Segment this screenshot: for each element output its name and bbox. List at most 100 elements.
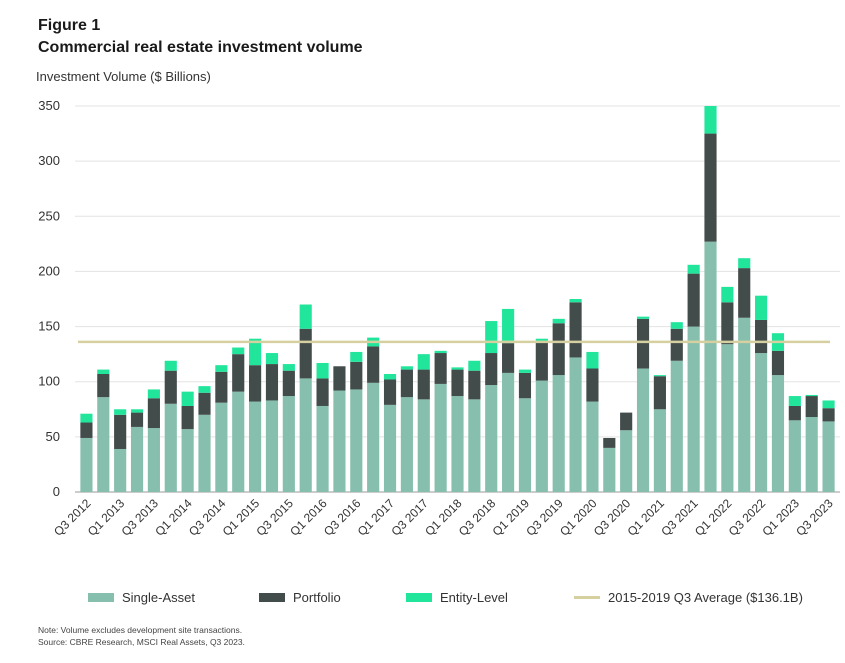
legend-item-entity-level: Entity-Level [406, 590, 508, 605]
bar-single-asset [822, 421, 835, 492]
bar-single-asset [265, 400, 279, 492]
bar-portfolio [333, 366, 346, 391]
bar-single-asset [249, 401, 262, 492]
bar-single-asset [367, 382, 380, 492]
bar-single-asset [215, 402, 228, 492]
y-tick-label: 50 [46, 429, 60, 444]
legend-label-portfolio: Portfolio [293, 590, 341, 605]
bar-portfolio [738, 268, 751, 318]
bar-single-asset [468, 399, 481, 492]
bar-single-asset [383, 404, 397, 492]
bar-entity-level [738, 258, 751, 269]
bar-single-asset [620, 430, 633, 492]
bar-portfolio [569, 302, 582, 358]
bar-portfolio [299, 328, 312, 379]
bar-entity-level [249, 338, 262, 366]
bar-entity-level [636, 316, 650, 319]
bar-entity-level [721, 286, 734, 303]
bar-stacks [80, 106, 835, 492]
legend-swatch-single-asset [88, 593, 114, 602]
bar-entity-level [755, 295, 768, 320]
bar-single-asset [434, 383, 447, 492]
bar-entity-level [383, 373, 397, 380]
source-note: Source: CBRE Research, MSCI Real Assets,… [38, 637, 245, 647]
bar-entity-level [535, 338, 548, 343]
bar-portfolio [80, 422, 93, 438]
bar-entity-level [822, 400, 835, 409]
bar-portfolio [417, 369, 430, 400]
bar-single-asset [299, 378, 312, 492]
bar-single-asset [232, 391, 245, 492]
bar-entity-level [316, 362, 329, 379]
bar-entity-level [586, 351, 599, 369]
bar-portfolio [451, 369, 464, 397]
bar-portfolio [603, 437, 616, 448]
bar-portfolio [721, 302, 734, 345]
bar-single-asset [485, 385, 498, 492]
bar-single-asset [164, 403, 177, 492]
bar-entity-level [282, 364, 295, 371]
bar-portfolio [687, 273, 700, 327]
bar-portfolio [350, 361, 363, 390]
legend-item-average: 2015-2019 Q3 Average ($136.1B) [574, 590, 803, 605]
bar-entity-level [670, 322, 683, 329]
legend-swatch-average [574, 596, 600, 599]
bar-portfolio [383, 379, 397, 405]
bar-single-asset [569, 357, 582, 492]
bar-portfolio [670, 328, 683, 361]
bar-single-asset [518, 398, 532, 492]
y-tick-label: 100 [38, 374, 60, 389]
bar-single-asset [771, 375, 785, 492]
legend-label-average: 2015-2019 Q3 Average ($136.1B) [608, 590, 803, 605]
bar-single-asset [316, 405, 329, 492]
bar-portfolio [704, 133, 717, 242]
bar-single-asset [687, 326, 700, 492]
bar-single-asset [653, 409, 666, 492]
bar-single-asset [805, 417, 818, 492]
y-tick-label: 250 [38, 208, 60, 223]
footnote: Note: Volume excludes development site t… [38, 625, 243, 635]
bar-single-asset [721, 344, 734, 492]
bar-portfolio [400, 369, 413, 398]
bar-entity-level [569, 299, 582, 303]
bar-portfolio [367, 346, 380, 383]
bar-portfolio [535, 342, 548, 381]
bar-portfolio [636, 318, 650, 369]
bar-portfolio [232, 354, 245, 392]
bar-single-asset [130, 426, 144, 492]
bar-single-asset [97, 397, 110, 492]
bar-single-asset [80, 437, 93, 492]
bar-single-asset [755, 353, 768, 492]
bar-portfolio [249, 365, 262, 402]
bar-portfolio [552, 323, 565, 376]
bar-entity-level [502, 308, 515, 344]
bar-single-asset [451, 396, 464, 492]
bar-single-asset [400, 397, 413, 492]
bar-portfolio [755, 319, 768, 354]
bar-single-asset [586, 401, 599, 492]
bar-single-asset [181, 429, 194, 492]
bar-entity-level [198, 386, 211, 393]
bar-entity-level [687, 264, 700, 274]
legend-item-single-asset: Single-Asset [88, 590, 195, 605]
bar-portfolio [114, 414, 127, 449]
legend-swatch-entity-level [406, 593, 432, 602]
bar-single-asset [417, 399, 430, 492]
y-tick-label: 150 [38, 319, 60, 334]
bar-portfolio [97, 373, 110, 398]
bar-single-asset [114, 448, 127, 492]
y-tick-label: 300 [38, 153, 60, 168]
bar-portfolio [502, 343, 515, 373]
bar-entity-level [485, 321, 498, 354]
bar-portfolio [282, 370, 295, 397]
y-tick-label: 350 [38, 98, 60, 113]
bar-single-asset [552, 375, 565, 492]
bar-entity-level [215, 365, 228, 372]
bar-entity-level [417, 354, 430, 370]
bar-portfolio [620, 412, 633, 431]
y-axis-label: Investment Volume ($ Billions) [36, 69, 211, 84]
bar-portfolio [215, 371, 228, 403]
bar-portfolio [586, 368, 599, 402]
chart-title: Commercial real estate investment volume [38, 39, 363, 56]
